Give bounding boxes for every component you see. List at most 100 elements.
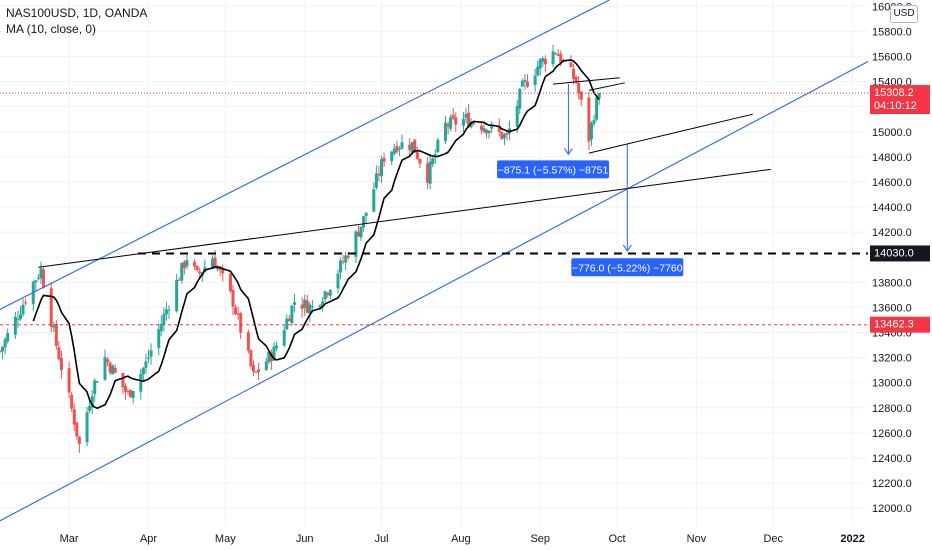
candle-body: [103, 357, 107, 380]
candle: [395, 140, 399, 154]
candle-body: [592, 120, 596, 124]
candle-body: [24, 302, 28, 304]
candle: [231, 284, 235, 316]
candle-body: [339, 260, 343, 273]
candle: [147, 349, 151, 363]
candle: [70, 391, 74, 412]
candle: [410, 141, 414, 154]
red-level-badge-bg: [870, 316, 930, 333]
candle-body: [3, 339, 7, 348]
candle-body: [536, 66, 540, 76]
ma-indicator-label[interactable]: MA (10, close, 0): [6, 22, 97, 36]
price-tick-label: 15000.0: [872, 127, 912, 139]
candle-body: [198, 271, 202, 274]
candle: [574, 75, 578, 85]
measure-arrowhead: [564, 148, 573, 156]
candle: [16, 310, 20, 328]
candle-body: [211, 258, 215, 269]
candle-body: [285, 318, 289, 330]
candle-body: [290, 305, 294, 324]
candle-body: [428, 161, 432, 184]
candles: [0, 44, 601, 453]
candle-body: [18, 314, 22, 320]
symbol-title[interactable]: NAS100USD, 1D, OANDA: [6, 6, 148, 20]
candle-body: [218, 267, 222, 271]
candle-body: [400, 142, 404, 149]
candle: [177, 277, 181, 281]
candle: [269, 349, 273, 370]
candle-body: [505, 132, 509, 135]
channel-line: [0, 0, 610, 310]
candle: [479, 123, 483, 135]
candle: [323, 290, 327, 303]
candle-body: [408, 144, 412, 150]
candle-body: [354, 231, 358, 257]
candle-body: [239, 313, 243, 333]
support-level-badge-bg: [870, 245, 930, 262]
candle: [390, 150, 394, 166]
candle: [3, 336, 7, 355]
candle: [193, 258, 197, 271]
candle-body: [362, 216, 366, 228]
candle: [42, 265, 46, 289]
candle-body: [36, 277, 40, 279]
time-tick-label: Sep: [530, 533, 550, 545]
time-tick-label: Nov: [687, 533, 707, 545]
candle: [167, 305, 171, 319]
candle-body: [175, 279, 179, 312]
price-tick-label: 12200.0: [872, 478, 912, 490]
candle: [520, 78, 524, 88]
channel-line: [0, 60, 869, 522]
price-tick-label: 13800.0: [872, 277, 912, 289]
candle-body: [397, 148, 401, 150]
candle-body: [157, 329, 161, 348]
candle: [93, 378, 97, 402]
price-tick-label: 14200.0: [872, 227, 912, 239]
candle: [164, 301, 168, 321]
candle: [536, 60, 540, 77]
candle: [482, 121, 486, 134]
candle: [59, 350, 63, 379]
candle-body: [374, 173, 378, 188]
currency-button[interactable]: USD: [890, 5, 918, 23]
candle: [446, 121, 450, 135]
candle-body: [6, 333, 10, 342]
candle: [392, 144, 396, 156]
candle: [234, 304, 238, 316]
candle-body: [185, 260, 189, 267]
candle: [525, 74, 529, 88]
candle: [275, 341, 279, 352]
candle-body: [257, 369, 261, 372]
candle: [67, 361, 71, 399]
candle-body: [418, 158, 422, 164]
candle-body: [426, 163, 430, 183]
candle-body: [216, 267, 220, 270]
candle-body: [569, 62, 573, 67]
candle: [339, 257, 343, 280]
candle-body: [321, 301, 325, 307]
price-tick-label: 13200.0: [872, 353, 912, 365]
time-tick-label: Apr: [140, 533, 157, 545]
candle-body: [123, 386, 127, 392]
candle: [254, 370, 258, 374]
candle: [198, 267, 202, 278]
candle-body: [556, 54, 560, 56]
price-tick-label: 15600.0: [872, 51, 912, 63]
candle: [364, 212, 368, 223]
candle: [95, 380, 99, 383]
trend-line: [588, 113, 753, 154]
candle: [551, 44, 555, 68]
candle: [326, 291, 330, 298]
candle-body: [520, 80, 524, 87]
candle-body: [392, 148, 396, 154]
candle-body: [356, 231, 360, 237]
candle: [157, 323, 161, 356]
candle-body: [341, 261, 345, 263]
candle-body: [141, 367, 145, 375]
candle-body: [395, 146, 399, 152]
candle-body: [318, 305, 322, 308]
last-price-badge-text: 15308.2: [874, 87, 914, 99]
price-tick-label: 12400.0: [872, 453, 912, 465]
candle-body: [254, 371, 258, 373]
